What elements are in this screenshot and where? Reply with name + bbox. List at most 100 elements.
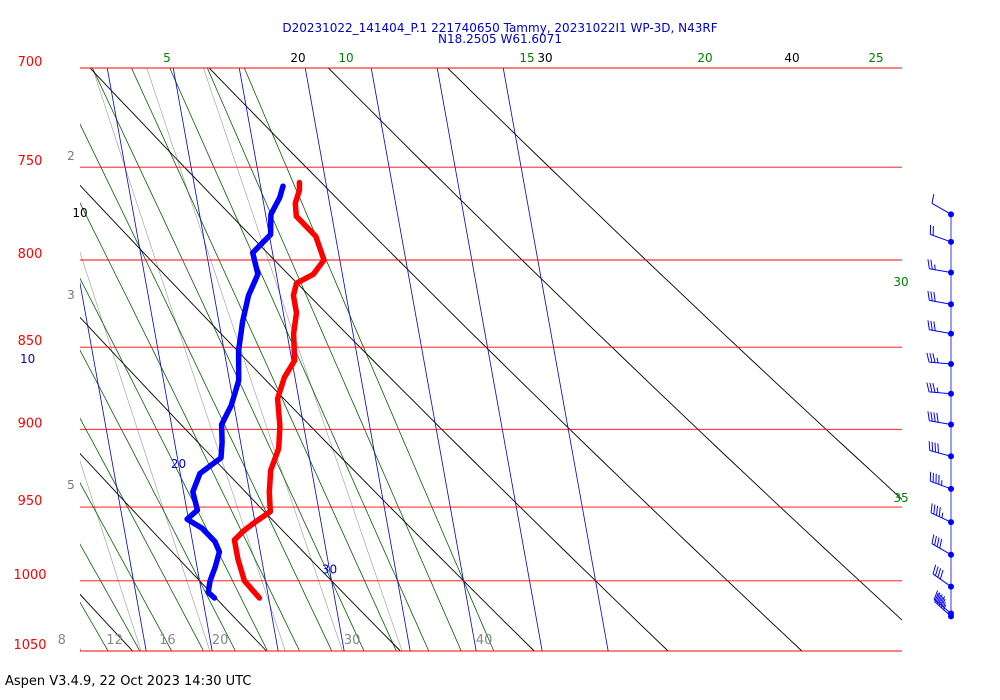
dry-adiabat-label: 40 bbox=[784, 51, 799, 65]
wind-barb-half-flag bbox=[934, 264, 936, 270]
footer-version: Aspen V3.4.9, 22 Oct 2023 14:30 UTC bbox=[5, 674, 252, 689]
temperature-tick-label: 40 bbox=[476, 633, 493, 648]
moist-adiabat-line bbox=[206, 68, 462, 652]
wind-barb-shaft bbox=[929, 361, 952, 365]
mixing-ratio-label: 3 bbox=[67, 288, 75, 302]
dry-adiabats bbox=[80, 68, 902, 652]
isotherm-label: 10 bbox=[20, 352, 35, 366]
isotherm-line bbox=[80, 281, 147, 652]
temperature-tick-label: 20 bbox=[212, 633, 229, 648]
wind-barb-flag bbox=[938, 507, 941, 517]
pressure-label: 950 bbox=[18, 494, 43, 509]
isotherm-line bbox=[436, 68, 543, 652]
wind-barb bbox=[927, 320, 954, 337]
isotherm-line bbox=[304, 68, 411, 652]
moist-adiabat-label: 20 bbox=[697, 51, 712, 65]
wind-barb-flag bbox=[930, 503, 933, 513]
wind-barb-flag bbox=[927, 411, 930, 421]
wind-barb-flag bbox=[933, 504, 936, 515]
mixing-ratio-line bbox=[80, 459, 142, 652]
profile-series bbox=[184, 179, 327, 601]
dry-adiabat-line bbox=[80, 184, 535, 652]
wind-barb-shaft bbox=[929, 299, 952, 305]
wind-barb-flag bbox=[934, 566, 939, 576]
isotherm-line bbox=[238, 68, 345, 652]
wind-barb-flag bbox=[931, 534, 935, 544]
dry-adiabat-label: 10 bbox=[72, 206, 87, 220]
moist-adiabat-label: 35 bbox=[893, 491, 908, 505]
wind-barb-half-flag bbox=[943, 604, 947, 610]
wind-barb-flag bbox=[937, 443, 939, 453]
isotherm-line bbox=[172, 68, 279, 652]
wind-barb-flag bbox=[932, 353, 936, 363]
pressure-label: 1050 bbox=[13, 638, 46, 653]
wind-barb-flag bbox=[940, 598, 946, 608]
wind-barb-shaft bbox=[934, 601, 952, 617]
wind-barb-flag bbox=[927, 290, 930, 301]
wind-barb-flag bbox=[932, 383, 936, 393]
pressure-label: 900 bbox=[18, 416, 43, 431]
isotherm-line bbox=[106, 68, 213, 652]
wind-barb-flag bbox=[930, 320, 933, 331]
moist-adiabat-line bbox=[80, 349, 236, 652]
wind-barb-flag bbox=[931, 193, 935, 204]
wind-barb-half-flag bbox=[936, 387, 939, 393]
wind-barb-flag bbox=[931, 441, 934, 452]
wind-barb bbox=[931, 193, 954, 218]
wind-barb bbox=[929, 471, 954, 492]
wind-barb bbox=[927, 259, 954, 276]
moist-adiabat-line bbox=[131, 68, 397, 652]
moist-adiabat-label: 5 bbox=[163, 51, 171, 65]
pressure-label: 700 bbox=[18, 55, 43, 70]
wind-barb bbox=[928, 441, 954, 460]
dry-adiabat-line bbox=[447, 68, 902, 501]
moist-adiabat-line bbox=[80, 123, 333, 652]
wind-barb bbox=[932, 564, 954, 590]
moist-adiabat-line bbox=[80, 482, 172, 652]
wind-barb-flag bbox=[929, 382, 933, 393]
wind-barb-flag bbox=[936, 537, 940, 547]
moist-adiabat-line bbox=[243, 68, 495, 652]
wind-barb-flag bbox=[932, 564, 937, 575]
dry-adiabat-line bbox=[208, 68, 803, 652]
pressure-label: 750 bbox=[18, 154, 43, 169]
isotherm-line bbox=[370, 68, 477, 652]
moist-adiabats bbox=[80, 68, 495, 652]
pressure-label: 850 bbox=[18, 334, 43, 349]
mixing-ratio-label: 2 bbox=[67, 149, 75, 163]
wind-barb bbox=[927, 411, 954, 428]
moist-adiabat-label: 10 bbox=[338, 51, 353, 65]
wind-barb-flag bbox=[930, 411, 933, 422]
wind-barb-shaft bbox=[933, 599, 952, 614]
isotherm-line bbox=[0, 68, 14, 651]
moist-adiabat-line bbox=[80, 277, 268, 652]
wind-barb-shaft bbox=[929, 268, 952, 274]
wind-barb-flag bbox=[933, 292, 936, 302]
wind-barb bbox=[926, 352, 954, 367]
wind-barb-flag bbox=[936, 412, 939, 423]
wind-barb-shaft bbox=[930, 480, 952, 490]
wind-barb bbox=[934, 592, 954, 620]
wind-barb-shaft bbox=[930, 512, 952, 523]
wind-barb-flag bbox=[926, 382, 930, 392]
moist-adiabat-line bbox=[169, 68, 430, 652]
isobars bbox=[80, 67, 902, 652]
wind-barb-shaft bbox=[931, 202, 952, 215]
wind-barb bbox=[929, 224, 954, 245]
dry-adiabat-line bbox=[328, 68, 902, 621]
isotherms bbox=[0, 68, 609, 652]
moist-adiabat-label: 30 bbox=[893, 275, 908, 289]
dry-adiabat-label: 30 bbox=[537, 51, 552, 65]
axis-labels: 7007508008509009501000105081216203040-10… bbox=[13, 51, 908, 653]
moist-adiabat-line bbox=[80, 601, 109, 652]
wind-barb-half-flag bbox=[942, 602, 946, 608]
dry-adiabat-line bbox=[89, 68, 669, 652]
mixing-ratio-line bbox=[146, 68, 343, 652]
wind-barb-flag bbox=[934, 535, 937, 546]
mixing-ratio-line bbox=[203, 68, 403, 652]
wind-barb bbox=[931, 534, 954, 558]
wind-barb-shaft bbox=[929, 420, 952, 426]
moist-adiabat-line bbox=[80, 202, 300, 652]
wind-barb-flag bbox=[933, 590, 939, 600]
